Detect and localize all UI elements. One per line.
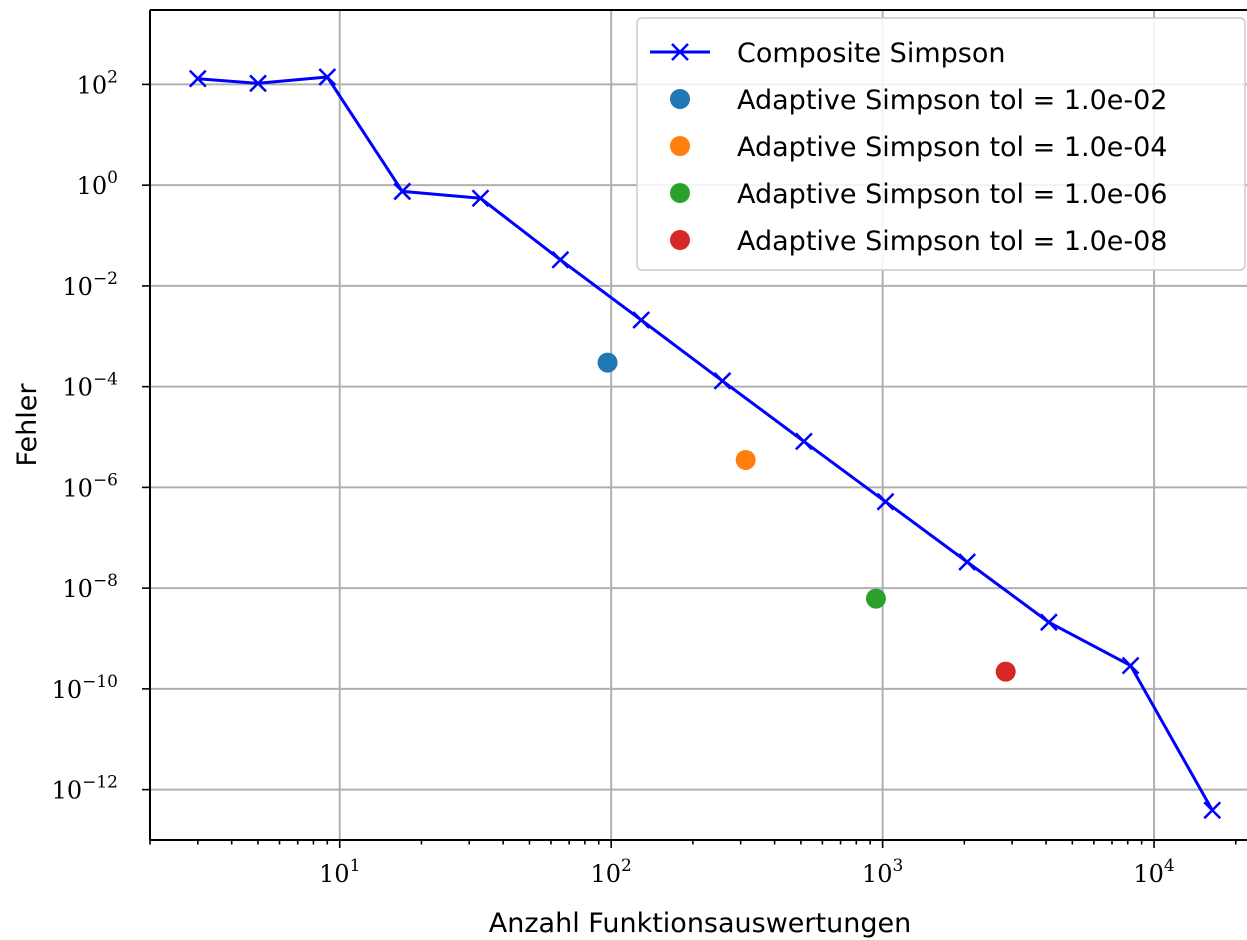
legend-box: [636, 17, 1246, 271]
y-tick-label: 100: [77, 168, 118, 200]
legend-label: Adaptive Simpson tol = 1.0e-02: [737, 85, 1167, 116]
legend-dot-swatch: [670, 230, 690, 250]
y-tick-label: 10−8: [62, 571, 118, 603]
legend-entry: Adaptive Simpson tol = 1.0e-04: [670, 132, 1167, 163]
legend: Composite Simpson Adaptive Simpson tol = …: [636, 17, 1246, 271]
x-tick-label: 102: [590, 856, 631, 888]
legend-entry: Adaptive Simpson tol = 1.0e-08: [670, 226, 1167, 257]
adaptive-simpson-point-3: [865, 588, 886, 609]
y-tick-label: 10−2: [62, 269, 118, 301]
legend-label: Composite Simpson: [737, 38, 1005, 69]
composite-simpson-marker: [876, 492, 895, 511]
composite-simpson-marker: [188, 69, 207, 88]
y-tick-label: 102: [77, 67, 118, 99]
composite-simpson-marker: [632, 311, 651, 329]
adaptive-simpson-point-2: [735, 449, 756, 470]
y-tick-label: 10−4: [62, 370, 118, 402]
legend-entry: Adaptive Simpson tol = 1.0e-02: [670, 85, 1167, 116]
y-tick-label: 10−6: [62, 470, 118, 502]
legend-dot-swatch: [670, 89, 690, 109]
composite-simpson-marker: [249, 74, 267, 93]
composite-simpson-marker: [318, 68, 337, 86]
composite-simpson-marker: [958, 553, 977, 571]
x-tick-label: 103: [862, 856, 903, 888]
composite-simpson-marker: [713, 372, 732, 390]
plot-area: [188, 68, 1222, 820]
composite-simpson-line: [197, 75, 1214, 811]
legend-entry: Composite Simpson: [650, 38, 1005, 69]
composite-simpson-marker: [1203, 801, 1222, 820]
composite-simpson-marker: [795, 432, 813, 451]
legend-dot-swatch: [670, 183, 690, 203]
legend-label: Adaptive Simpson tol = 1.0e-08: [737, 226, 1167, 257]
y-tick-label: 10−10: [52, 672, 118, 704]
composite-simpson-marker: [393, 182, 412, 201]
composite-simpson-marker: [471, 189, 490, 208]
composite-simpson-marker: [551, 250, 570, 269]
adaptive-simpson-point-1: [597, 352, 618, 373]
y-axis-label: Fehler: [12, 383, 43, 467]
composite-simpson-marker: [1121, 656, 1140, 675]
axes: [149, 9, 1247, 841]
legend-entry: Adaptive Simpson tol = 1.0e-06: [670, 179, 1167, 210]
legend-label: Adaptive Simpson tol = 1.0e-06: [737, 179, 1167, 210]
x-tick-label: 101: [319, 856, 360, 888]
x-tick-label: 104: [1133, 856, 1174, 888]
ticks: 101 102 103 104 102 100 10−2 10−4 10−6 10−8 10−10 1…: [52, 67, 1237, 888]
legend-dot-swatch: [670, 136, 690, 156]
adaptive-simpson-point-4: [995, 661, 1016, 682]
composite-simpson-marker: [1039, 613, 1058, 632]
y-tick-label: 10−12: [52, 773, 118, 805]
legend-label: Adaptive Simpson tol = 1.0e-04: [737, 132, 1167, 163]
x-axis-label: Anzahl Funktionsauswertungen: [489, 908, 911, 939]
